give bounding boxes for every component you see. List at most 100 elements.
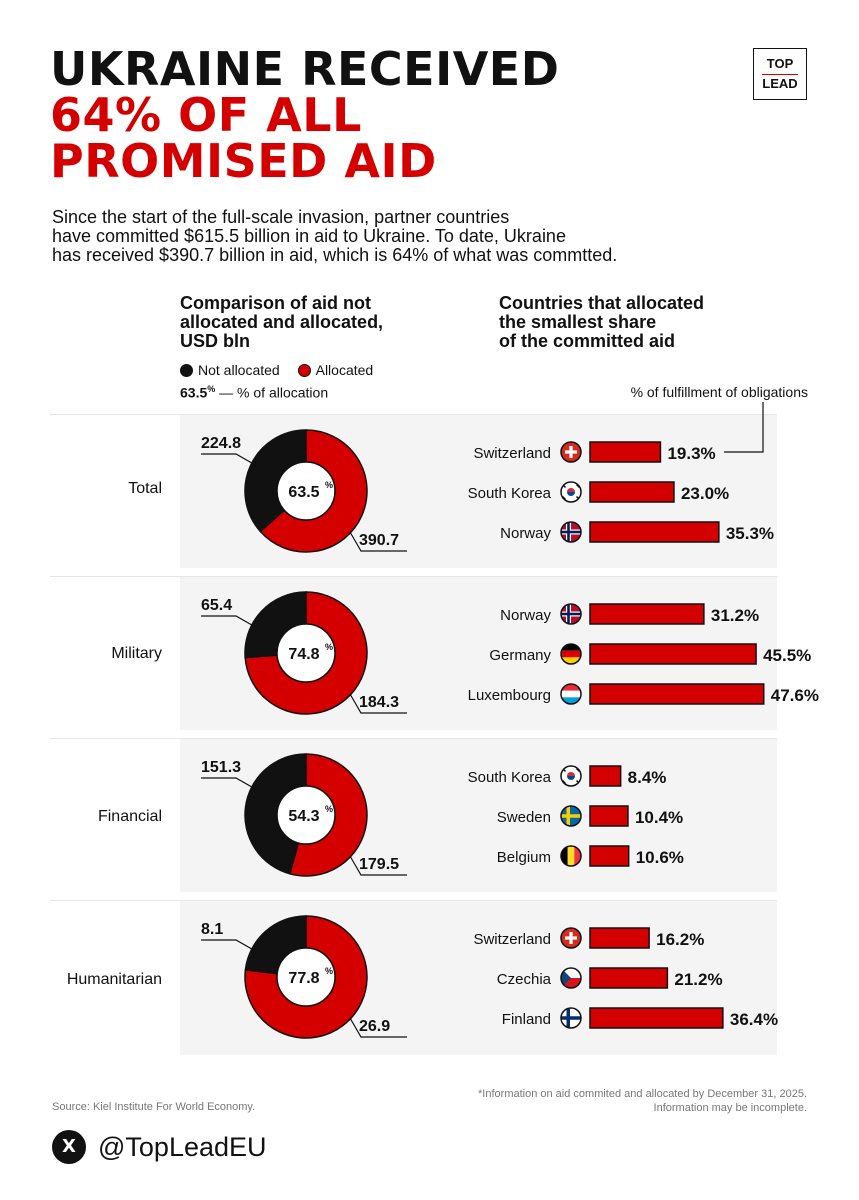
- fulfillment-bar: [589, 805, 629, 827]
- donut-center-pct: 54.3: [288, 808, 319, 825]
- fulfillment-bar: [589, 1007, 724, 1029]
- not-allocated-value: 65.4: [201, 597, 232, 614]
- flag-cross-h: [565, 450, 577, 454]
- title-line-1: UKRAINE RECEIVED: [50, 42, 560, 96]
- footnote-line-1: *Information on aid commited and allocat…: [478, 1088, 807, 1100]
- country-label: South Korea: [468, 769, 552, 786]
- fulfillment-bar: [589, 967, 669, 989]
- flag-stripe: [561, 650, 581, 658]
- legend-allocated: Allocated: [315, 362, 374, 378]
- fulfillment-bar: [589, 683, 765, 705]
- south-korea-flag-outline: [560, 481, 582, 503]
- legend-pct: 63.5% — % of allocation: [180, 384, 328, 401]
- fulfillment-value: 10.4%: [635, 808, 683, 827]
- social-handle[interactable]: @TopLeadEU: [98, 1132, 267, 1162]
- germany-flag-body: [561, 644, 581, 664]
- flag-cross-h-blue: [561, 530, 581, 534]
- x-icon[interactable]: X: [52, 1130, 86, 1164]
- country-label: Germany: [489, 647, 551, 664]
- switzerland-flag-body: [561, 442, 581, 462]
- logo-top: TOP: [762, 55, 798, 75]
- country-label: Belgium: [497, 849, 551, 866]
- not-allocated-swatch: [180, 364, 193, 377]
- fulfillment-bar: [589, 765, 622, 787]
- separator: [50, 738, 777, 739]
- separator: [50, 414, 777, 415]
- country-label: South Korea: [468, 485, 552, 502]
- fulfillment-label: % of fulfillment of obligations: [630, 384, 808, 400]
- fulfillment-value: 31.2%: [711, 606, 759, 625]
- bars-header-line-3: of the committed aid: [499, 331, 676, 351]
- legend-not-allocated: Not allocated: [198, 362, 280, 378]
- subtitle-line-2: have committed $615.5 billion in aid to …: [52, 226, 566, 246]
- country-label: Luxembourg: [468, 687, 551, 704]
- germany-flag-outline: [560, 643, 582, 665]
- fulfillment-value: 21.2%: [674, 970, 722, 989]
- allocated-value: 390.7: [359, 532, 399, 549]
- allocated-value: 184.3: [359, 694, 399, 711]
- fulfillment-value: 23.0%: [681, 484, 729, 503]
- donut-center: [276, 461, 336, 521]
- flag-cross-h: [561, 1016, 581, 1020]
- fulfillment-bar: [589, 603, 705, 625]
- donut-header-line-3: USD bln: [180, 331, 250, 351]
- czechia-flag-outline: [560, 967, 582, 989]
- norway-flag-body: [561, 604, 581, 624]
- switzerland-flag-outline: [560, 927, 582, 949]
- donut-header-line-1: Comparison of aid not: [180, 293, 371, 313]
- logo-bottom: LEAD: [762, 76, 798, 91]
- flag-taeguk-red: [567, 488, 575, 492]
- fulfillment-value: 19.3%: [667, 444, 715, 463]
- fulfillment-value: 8.4%: [628, 768, 667, 787]
- donut-center-pct: 63.5: [288, 484, 319, 501]
- donut-center-pct-sup: %: [325, 642, 333, 652]
- page-title: UKRAINE RECEIVED 64% OF ALL PROMISED AID: [50, 46, 559, 184]
- country-label: Norway: [500, 525, 551, 542]
- subtitle: Since the start of the full-scale invasi…: [52, 208, 772, 265]
- norway-flag: [560, 521, 582, 543]
- fulfillment-bar: [589, 441, 662, 463]
- donut-center-pct-sup: %: [325, 804, 333, 814]
- country-label: Czechia: [497, 971, 552, 988]
- flag-cross-h: [565, 936, 577, 940]
- category-military: Military: [111, 645, 162, 662]
- south-korea-flag: [560, 765, 582, 787]
- flag-stripe: [561, 657, 581, 664]
- fulfillment-bar: [589, 845, 630, 867]
- donut-center-pct-sup: %: [325, 966, 333, 976]
- source-note: Source: Kiel Institute For World Economy…: [52, 1101, 256, 1113]
- norway-flag-outline: [560, 603, 582, 625]
- belgium-flag-outline: [560, 845, 582, 867]
- donut-center: [276, 947, 336, 1007]
- flag-stripe: [561, 690, 581, 698]
- category-humanitarian: Humanitarian: [66, 971, 162, 988]
- flag-stripe: [561, 978, 581, 988]
- flag-taeguk-blue: [567, 492, 575, 496]
- separator: [50, 576, 777, 577]
- fulfillment-bar: [589, 643, 757, 665]
- switzerland-flag-outline: [560, 441, 582, 463]
- footnote: *Information on aid commited and allocat…: [478, 1087, 807, 1115]
- category-financial: Financial: [97, 808, 162, 825]
- norway-flag-body: [561, 522, 581, 542]
- fulfillment-bar: [589, 521, 720, 543]
- finland-flag-body: [561, 1008, 581, 1028]
- not-allocated-leader: [201, 777, 265, 795]
- fulfillment-bar: [589, 481, 675, 503]
- flag-stripe: [561, 697, 581, 704]
- allocated-leader: [349, 693, 407, 714]
- fulfillment-value: 35.3%: [726, 524, 774, 543]
- country-label: Switzerland: [473, 931, 551, 948]
- sweden-flag: [560, 805, 582, 827]
- fulfillment-leader: [724, 402, 764, 453]
- allocated-swatch: [297, 364, 311, 377]
- flag-stripe: [561, 684, 581, 691]
- donut-center-pct: 74.8: [288, 646, 319, 663]
- donut-header: Comparison of aid not allocated and allo…: [180, 294, 383, 351]
- subtitle-line-3: has received $390.7 billion in aid, whic…: [52, 245, 618, 265]
- allocated-value: 26.9: [359, 1018, 390, 1035]
- bars-header: Countries that allocated the smallest sh…: [499, 294, 704, 351]
- not-allocated-leader: [201, 615, 265, 633]
- germany-flag: [560, 643, 582, 665]
- legend-pct-label: — % of allocation: [219, 384, 329, 401]
